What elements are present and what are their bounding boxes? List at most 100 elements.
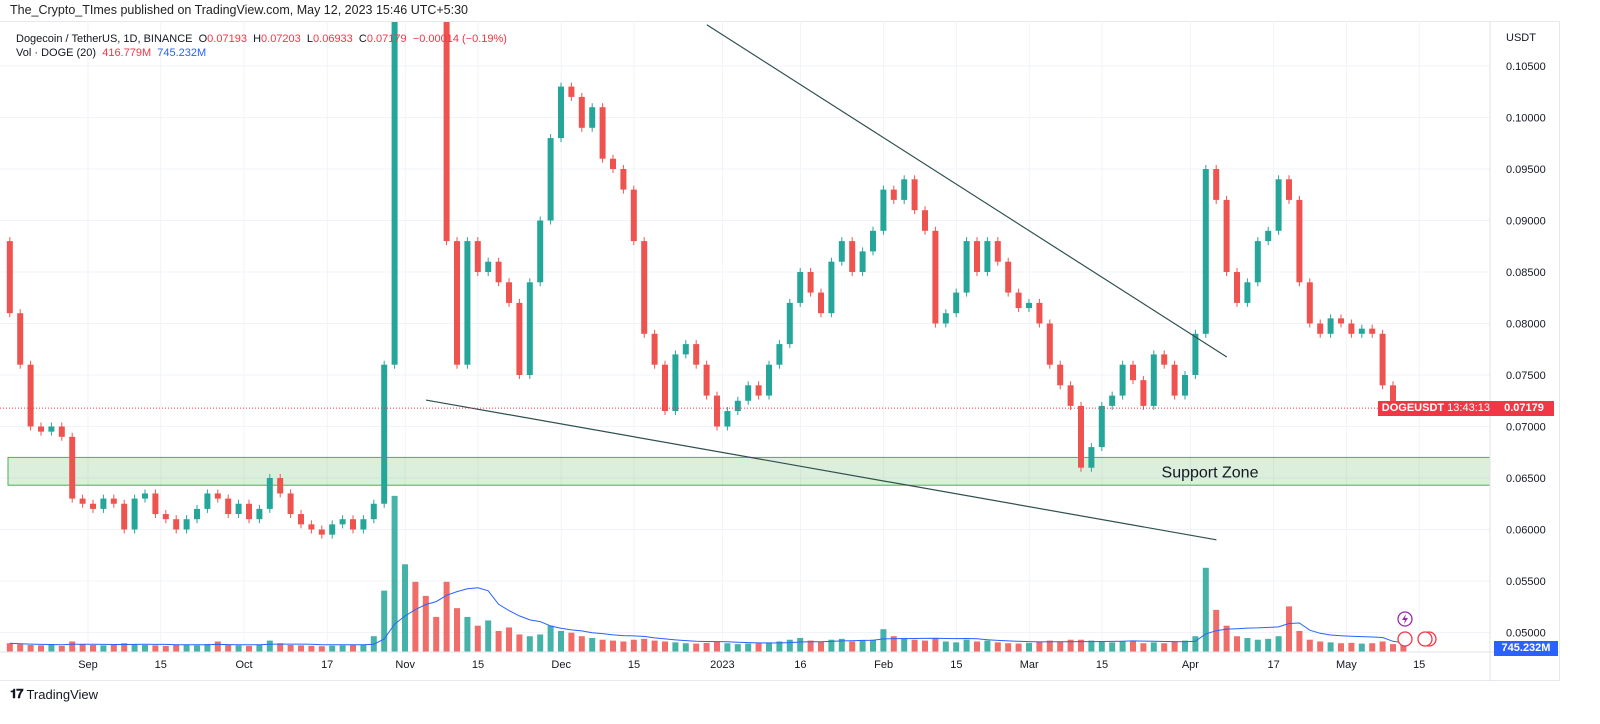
candle[interactable]: [693, 344, 700, 365]
candle[interactable]: [651, 333, 658, 365]
candle[interactable]: [485, 261, 492, 272]
candle[interactable]: [1046, 323, 1053, 365]
candle[interactable]: [443, 15, 450, 242]
candle[interactable]: [745, 385, 752, 401]
candle[interactable]: [173, 519, 180, 530]
candle[interactable]: [1390, 385, 1396, 406]
candle[interactable]: [339, 519, 346, 525]
candle[interactable]: [1369, 328, 1376, 334]
candle[interactable]: [641, 241, 648, 334]
candle[interactable]: [131, 498, 138, 530]
candle[interactable]: [1306, 282, 1313, 324]
candle[interactable]: [298, 514, 304, 525]
candle[interactable]: [932, 230, 939, 324]
candle[interactable]: [214, 493, 221, 499]
candle[interactable]: [818, 292, 824, 314]
candle[interactable]: [1317, 323, 1324, 334]
candle[interactable]: [1005, 261, 1012, 293]
candle[interactable]: [963, 241, 970, 293]
candle[interactable]: [194, 508, 200, 520]
candle[interactable]: [318, 529, 325, 535]
candle[interactable]: [474, 241, 481, 272]
candle[interactable]: [797, 272, 804, 303]
candle[interactable]: [287, 493, 294, 515]
candle[interactable]: [79, 498, 86, 504]
candle[interactable]: [734, 400, 741, 412]
candle[interactable]: [766, 364, 772, 396]
candle[interactable]: [90, 503, 96, 509]
candle[interactable]: [1348, 323, 1355, 334]
candle[interactable]: [994, 241, 1001, 262]
candle[interactable]: [620, 169, 627, 190]
candle[interactable]: [1130, 364, 1136, 381]
candle[interactable]: [942, 313, 949, 324]
candle[interactable]: [121, 503, 128, 530]
candle[interactable]: [1109, 395, 1116, 406]
candle[interactable]: [1223, 199, 1230, 272]
candle[interactable]: [266, 478, 273, 509]
candle[interactable]: [755, 385, 762, 396]
candle[interactable]: [1327, 318, 1334, 334]
candle[interactable]: [516, 302, 523, 375]
candle[interactable]: [246, 503, 252, 520]
candle[interactable]: [890, 189, 897, 200]
candle[interactable]: [225, 498, 232, 515]
brand-name[interactable]: TradingView: [26, 686, 99, 702]
candle[interactable]: [1358, 328, 1365, 334]
candle[interactable]: [922, 210, 928, 231]
symbol-title[interactable]: Dogecoin / TetherUS, 1D, BINANCE: [16, 33, 193, 45]
candle[interactable]: [568, 86, 575, 97]
candle[interactable]: [204, 493, 211, 509]
candle[interactable]: [1213, 169, 1220, 200]
candle[interactable]: [1150, 354, 1157, 406]
candle[interactable]: [1088, 447, 1095, 468]
candle[interactable]: [558, 86, 564, 139]
candle[interactable]: [599, 107, 606, 159]
candle[interactable]: [859, 251, 866, 272]
candle[interactable]: [1026, 302, 1032, 309]
trendline-lower[interactable]: [425, 399, 1217, 541]
candle[interactable]: [38, 426, 44, 432]
candle[interactable]: [1119, 364, 1126, 396]
candle[interactable]: [1161, 354, 1168, 365]
candle[interactable]: [682, 344, 689, 355]
candle[interactable]: [350, 519, 356, 530]
candle[interactable]: [1244, 282, 1251, 303]
candle[interactable]: [589, 107, 596, 128]
candle[interactable]: [256, 508, 263, 520]
candle[interactable]: [537, 220, 544, 283]
candle[interactable]: [870, 230, 876, 252]
candle[interactable]: [786, 302, 793, 345]
candle[interactable]: [1286, 179, 1292, 200]
candle[interactable]: [984, 241, 991, 272]
candle[interactable]: [807, 272, 814, 293]
candle[interactable]: [547, 138, 554, 221]
candle[interactable]: [360, 519, 367, 530]
candle[interactable]: [776, 344, 783, 365]
candle[interactable]: [1067, 385, 1074, 406]
candle[interactable]: [1098, 405, 1105, 448]
candle[interactable]: [578, 96, 585, 128]
trendlines[interactable]: [0, 24, 1490, 541]
candle[interactable]: [1265, 230, 1272, 242]
candle[interactable]: [110, 498, 117, 504]
candle[interactable]: [1036, 302, 1043, 324]
candle[interactable]: [901, 179, 908, 200]
candle[interactable]: [506, 282, 512, 303]
candle[interactable]: [308, 524, 315, 530]
candle[interactable]: [152, 493, 159, 515]
trendline-upper[interactable]: [706, 24, 1228, 358]
candle[interactable]: [464, 241, 471, 365]
candle[interactable]: [381, 364, 388, 504]
candle[interactable]: [183, 519, 190, 530]
candle[interactable]: [1379, 333, 1386, 386]
candle[interactable]: [27, 364, 34, 427]
candle[interactable]: [142, 493, 148, 499]
price-axis[interactable]: 0.10500 0.10000 0.09500 0.09000 0.08500 0.080…: [1489, 21, 1546, 681]
candle[interactable]: [100, 498, 107, 509]
candle[interactable]: [1275, 179, 1282, 231]
candle[interactable]: [1338, 318, 1344, 324]
candle[interactable]: [495, 261, 502, 283]
time-axis[interactable]: Sep 15 Oct 17 Nov 15 Dec 15 2023 16 Feb 15 Mar 15 Apr 1…: [0, 651, 1560, 671]
